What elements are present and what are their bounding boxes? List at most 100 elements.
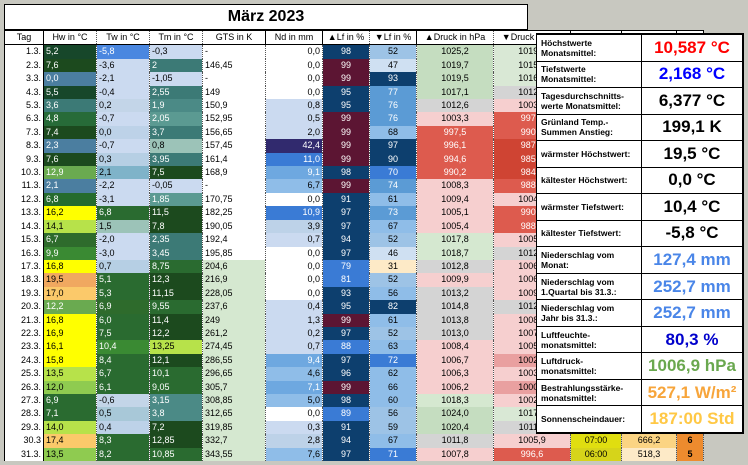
cell-lfmax: 97 bbox=[322, 219, 370, 234]
cell-gts: - bbox=[202, 72, 266, 86]
cell-tm: 8,75 bbox=[149, 259, 203, 274]
cell-nd: 0,4 bbox=[265, 300, 323, 314]
cell-hw: 6,8 bbox=[43, 192, 97, 207]
cell-tag: 12.3. bbox=[5, 192, 44, 207]
cell-gts: 152,95 bbox=[202, 112, 266, 126]
cell-tag: 18.3. bbox=[5, 273, 44, 287]
cell-lfmax: 99 bbox=[322, 380, 370, 394]
cell-pmax: 994,6 bbox=[416, 152, 494, 167]
cell-tag: 14.3. bbox=[5, 219, 44, 234]
cell-hw: 13,5 bbox=[43, 447, 97, 461]
summary-label: Tiefstwerte Monatsmittel: bbox=[537, 60, 642, 89]
cell-tw: 2,1 bbox=[96, 166, 150, 180]
cell-nd: 2,0 bbox=[265, 125, 323, 140]
cell-nd: 7,1 bbox=[265, 380, 323, 394]
cell-lfmax: 91 bbox=[322, 192, 370, 207]
cell-tw: -3,1 bbox=[96, 192, 150, 207]
cell-tw: 6,1 bbox=[96, 380, 150, 394]
cell-pmin: 1005,9 bbox=[493, 434, 571, 448]
cell-pmax: 1006,2 bbox=[416, 380, 494, 394]
cell-tm: 11,4 bbox=[149, 313, 203, 327]
cell-pmax: 1005,1 bbox=[416, 206, 494, 220]
cell-lfmax: 98 bbox=[322, 393, 370, 408]
cell-tw: 6,9 bbox=[96, 300, 150, 314]
cell-lfmax: 95 bbox=[322, 300, 370, 314]
summary-label: Luftdruck-monatsmittel: bbox=[537, 352, 642, 380]
cell-tm: 1,85 bbox=[149, 192, 203, 207]
cell-tw: -0,4 bbox=[96, 85, 150, 100]
cell-tw: -0,7 bbox=[96, 139, 150, 153]
summary-row: kältester Tiefstwert: -5,8 °C bbox=[537, 219, 743, 248]
cell-lfmin: 61 bbox=[369, 192, 417, 207]
cell-nd: 0,8 bbox=[265, 99, 323, 113]
monthly-table-panel: März 2023 Tag Hw in °C Tw in °C Tm in °C GTS… bbox=[4, 4, 704, 461]
cell-hw: 13,5 bbox=[43, 367, 97, 381]
cell-hw: 5,5 bbox=[43, 85, 97, 100]
summary-label: Tagesdurchschnitts-werte Monatsmittel: bbox=[537, 87, 642, 115]
cell-tm: 12,85 bbox=[149, 434, 203, 448]
column-header-lfmax: ▲Lf in % bbox=[322, 29, 370, 46]
summary-label: wärmster Höchstwert: bbox=[537, 140, 642, 168]
summary-value: 10,587 °C bbox=[641, 34, 743, 62]
cell-tm: 3,15 bbox=[149, 393, 203, 408]
cell-lfmin: 70 bbox=[369, 166, 417, 180]
cell-tm: 2,35 bbox=[149, 233, 203, 247]
cell-lfmin: 77 bbox=[369, 85, 417, 100]
cell-tm: 7,2 bbox=[149, 420, 203, 435]
cell-nd: 0,2 bbox=[265, 326, 323, 341]
cell-pmax: 1025,2 bbox=[416, 44, 494, 59]
cell-tm: 0,8 bbox=[149, 139, 203, 153]
cell-pmax: 1011,8 bbox=[416, 434, 494, 448]
cell-tw: 0,3 bbox=[96, 152, 150, 167]
summary-value: 527,1 W/m² bbox=[641, 378, 743, 407]
cell-hw: 2,1 bbox=[43, 179, 97, 193]
cell-pmax: 1008,4 bbox=[416, 340, 494, 354]
cell-gts: 319,85 bbox=[202, 420, 266, 435]
cell-lfmax: 95 bbox=[322, 99, 370, 113]
cell-tw: -0,7 bbox=[96, 112, 150, 126]
cell-tw: 6,7 bbox=[96, 367, 150, 381]
cell-tm: 12,3 bbox=[149, 273, 203, 287]
cell-tm: 3,7 bbox=[149, 125, 203, 140]
cell-pmax: 1009,9 bbox=[416, 273, 494, 287]
cell-tag: 13.3. bbox=[5, 206, 44, 220]
cell-pmax: 1013,8 bbox=[416, 313, 494, 327]
summary-row: Grünland Temp.- Summen Anstieg: 199,1 K bbox=[537, 113, 743, 142]
cell-tw: 8,4 bbox=[96, 353, 150, 368]
cell-pmax: 1014,8 bbox=[416, 300, 494, 314]
cell-pmax: 996,1 bbox=[416, 139, 494, 153]
cell-lfmin: 97 bbox=[369, 139, 417, 153]
summary-value: 1006,9 hPa bbox=[641, 352, 743, 380]
cell-lfmin: 56 bbox=[369, 286, 417, 301]
cell-nd: 9,1 bbox=[265, 166, 323, 180]
cell-tw: 0,5 bbox=[96, 407, 150, 421]
column-header-hw: Hw in °C bbox=[43, 29, 97, 46]
column-header-lfmin: ▼Lf in % bbox=[369, 29, 417, 46]
cell-pmax: 1018,3 bbox=[416, 393, 494, 408]
cell-tag: 22.3. bbox=[5, 326, 44, 341]
summary-label: Niederschlag vom Monat: bbox=[537, 246, 642, 274]
cell-pmax: 990,2 bbox=[416, 166, 494, 180]
cell-tm: 7,8 bbox=[149, 219, 203, 234]
cell-lfmax: 99 bbox=[322, 139, 370, 153]
cell-tw: 8,2 bbox=[96, 447, 150, 461]
cell-tag: 27.3. bbox=[5, 393, 44, 408]
cell-hw: 14,0 bbox=[43, 420, 97, 435]
cell-tw: 1,5 bbox=[96, 219, 150, 234]
cell-pmax: 1017,8 bbox=[416, 233, 494, 247]
cell-lfmax: 99 bbox=[322, 125, 370, 140]
summary-value: 6,377 °C bbox=[641, 87, 743, 115]
cell-hw: 4,8 bbox=[43, 112, 97, 126]
cell-pmax: 1013,2 bbox=[416, 286, 494, 301]
cell-gts: 190,05 bbox=[202, 219, 266, 234]
cell-uvi: 5 bbox=[676, 447, 704, 461]
cell-lfmax: 81 bbox=[322, 273, 370, 287]
cell-tm: 3,45 bbox=[149, 246, 203, 260]
cell-tag: 24.3. bbox=[5, 353, 44, 368]
cell-nd: 1,3 bbox=[265, 313, 323, 327]
cell-nd: 0,0 bbox=[265, 58, 323, 73]
cell-bs: 666,2 bbox=[621, 434, 677, 448]
summary-row: Höchstwerte Monatsmittel: 10,587 °C bbox=[537, 34, 743, 62]
cell-lfmin: 76 bbox=[369, 99, 417, 113]
cell-lfmin: 56 bbox=[369, 407, 417, 421]
